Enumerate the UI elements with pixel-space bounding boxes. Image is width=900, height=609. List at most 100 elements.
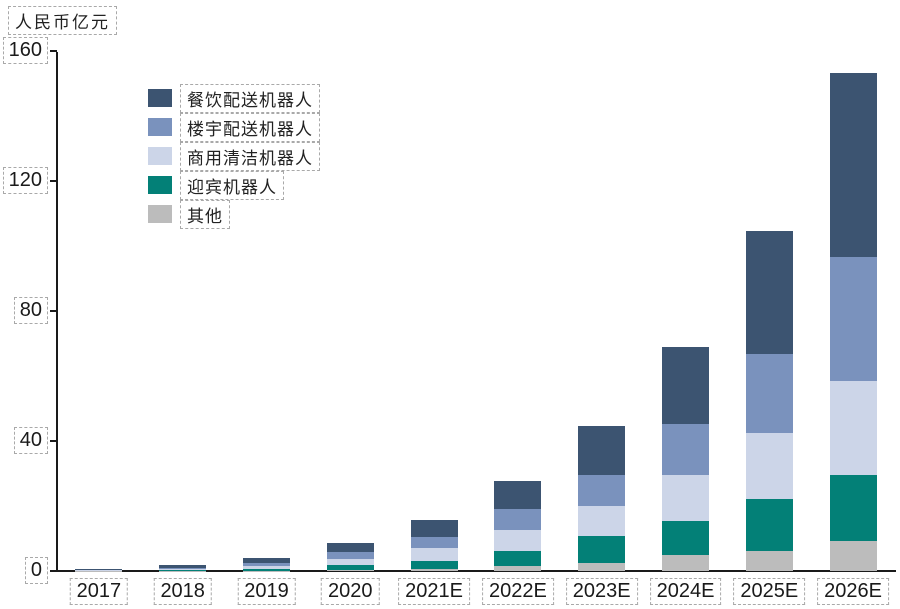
bar-segment — [745, 551, 793, 571]
x-tick-label: 2024E — [649, 578, 722, 605]
y-axis-line — [56, 52, 58, 572]
bar-segment — [829, 381, 877, 475]
x-tick-label: 2021E — [398, 578, 471, 605]
x-axis-line — [56, 570, 896, 572]
bar-segment — [326, 558, 374, 566]
bar-segment — [745, 230, 793, 354]
bar-segment — [243, 566, 290, 570]
bar-segment — [243, 558, 290, 564]
bar-segment — [410, 536, 458, 549]
bar-segment — [494, 481, 542, 509]
legend-label: 餐饮配送机器人 — [180, 83, 320, 113]
bar-segment — [662, 347, 709, 425]
bar-segment — [326, 543, 374, 553]
x-tick-label: 2017 — [69, 578, 129, 605]
y-tick-label: 80 — [0, 297, 48, 324]
bar-segment — [745, 353, 793, 434]
x-tick-label: 2022E — [481, 578, 554, 605]
bar-segment — [243, 569, 290, 571]
x-tick-label-text: 2017 — [69, 578, 129, 605]
y-tick-label-text: 120 — [2, 167, 48, 194]
x-tick-label-text: 2022E — [481, 578, 554, 605]
x-tick-label: 2020 — [321, 578, 380, 605]
bar-segment — [578, 536, 626, 563]
legend-label: 楼宇配送机器人 — [180, 112, 320, 142]
y-tick-label-text: 80 — [13, 297, 48, 324]
y-tick-mark — [50, 570, 57, 572]
bar-segment — [410, 519, 458, 537]
x-tick-label-text: 2020 — [321, 578, 380, 605]
bar-2017 — [75, 569, 123, 571]
x-tick-label-text: 2021E — [398, 578, 471, 605]
x-tick-label-text: 2026E — [817, 578, 890, 605]
legend-row: 楼宇配送机器人 — [148, 112, 320, 142]
bar-segment — [326, 565, 374, 570]
bar-2019 — [243, 558, 290, 571]
legend-swatch — [148, 147, 172, 165]
bar-segment — [326, 552, 374, 559]
bar-2024E — [662, 347, 709, 571]
bar-2023E — [578, 425, 626, 571]
bar-2022E — [494, 481, 542, 571]
x-tick-label-text: 2023E — [565, 578, 638, 605]
y-tick-label: 40 — [0, 427, 48, 454]
bar-2026E — [829, 73, 877, 571]
legend-label: 其他 — [180, 199, 230, 229]
bar-segment — [494, 530, 542, 551]
bar-2025E — [745, 230, 793, 571]
x-tick-label-text: 2019 — [237, 578, 296, 605]
bar-segment — [494, 566, 542, 571]
legend-row: 迎宾机器人 — [148, 170, 320, 200]
bar-segment — [745, 499, 793, 552]
legend: 餐饮配送机器人 楼宇配送机器人 商用清洁机器人 迎宾机器人 其他 — [148, 83, 320, 232]
bar-segment — [494, 508, 542, 531]
legend-swatch — [148, 118, 172, 136]
bar-segment — [159, 567, 207, 570]
legend-swatch — [148, 205, 172, 223]
y-tick-label-text: 160 — [2, 37, 48, 64]
legend-row: 其他 — [148, 199, 320, 229]
x-tick-label: 2018 — [153, 578, 212, 605]
bar-segment — [745, 433, 793, 500]
bar-segment — [75, 569, 123, 571]
bar-segment — [159, 570, 207, 571]
bar-segment — [326, 569, 374, 571]
x-tick-label: 2026E — [817, 578, 890, 605]
bar-2021E — [410, 519, 458, 571]
y-axis-unit-label-text: 人民币亿元 — [8, 6, 117, 35]
bar-2018 — [159, 565, 207, 571]
y-tick-label: 120 — [0, 167, 48, 194]
x-tick-label: 2019 — [237, 578, 296, 605]
bar-segment — [159, 569, 207, 571]
y-tick-mark — [50, 440, 57, 442]
bar-segment — [578, 562, 626, 571]
legend-row: 餐饮配送机器人 — [148, 83, 320, 113]
bar-segment — [662, 424, 709, 476]
bar-segment — [159, 565, 207, 568]
y-tick-mark — [50, 310, 57, 312]
legend-row: 商用清洁机器人 — [148, 141, 320, 171]
bar-segment — [410, 569, 458, 571]
y-tick-mark — [50, 180, 57, 182]
bar-segment — [662, 520, 709, 555]
x-tick-label-text: 2018 — [153, 578, 212, 605]
bar-segment — [410, 548, 458, 561]
y-tick-label-text: 40 — [13, 427, 48, 454]
bar-segment — [662, 475, 709, 521]
bar-2020 — [326, 543, 374, 571]
legend-swatch — [148, 89, 172, 107]
y-tick-mark — [50, 50, 57, 52]
x-tick-label: 2023E — [565, 578, 638, 605]
bar-segment — [578, 475, 626, 507]
bar-segment — [243, 563, 290, 567]
bar-segment — [829, 256, 877, 382]
x-tick-label: 2025E — [733, 578, 806, 605]
y-tick-label: 160 — [0, 37, 48, 64]
bar-segment — [578, 425, 626, 476]
bar-segment — [829, 540, 877, 571]
y-axis-unit-label: 人民币亿元 — [8, 6, 117, 35]
bar-segment — [494, 550, 542, 567]
legend-label: 迎宾机器人 — [180, 170, 284, 200]
bar-segment — [829, 73, 877, 257]
